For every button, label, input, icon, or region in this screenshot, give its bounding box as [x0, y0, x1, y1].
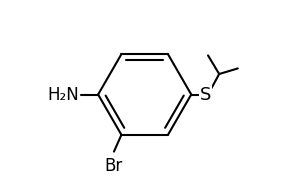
- Text: H₂N: H₂N: [48, 85, 79, 104]
- Text: S: S: [200, 85, 211, 104]
- Text: Br: Br: [105, 157, 123, 175]
